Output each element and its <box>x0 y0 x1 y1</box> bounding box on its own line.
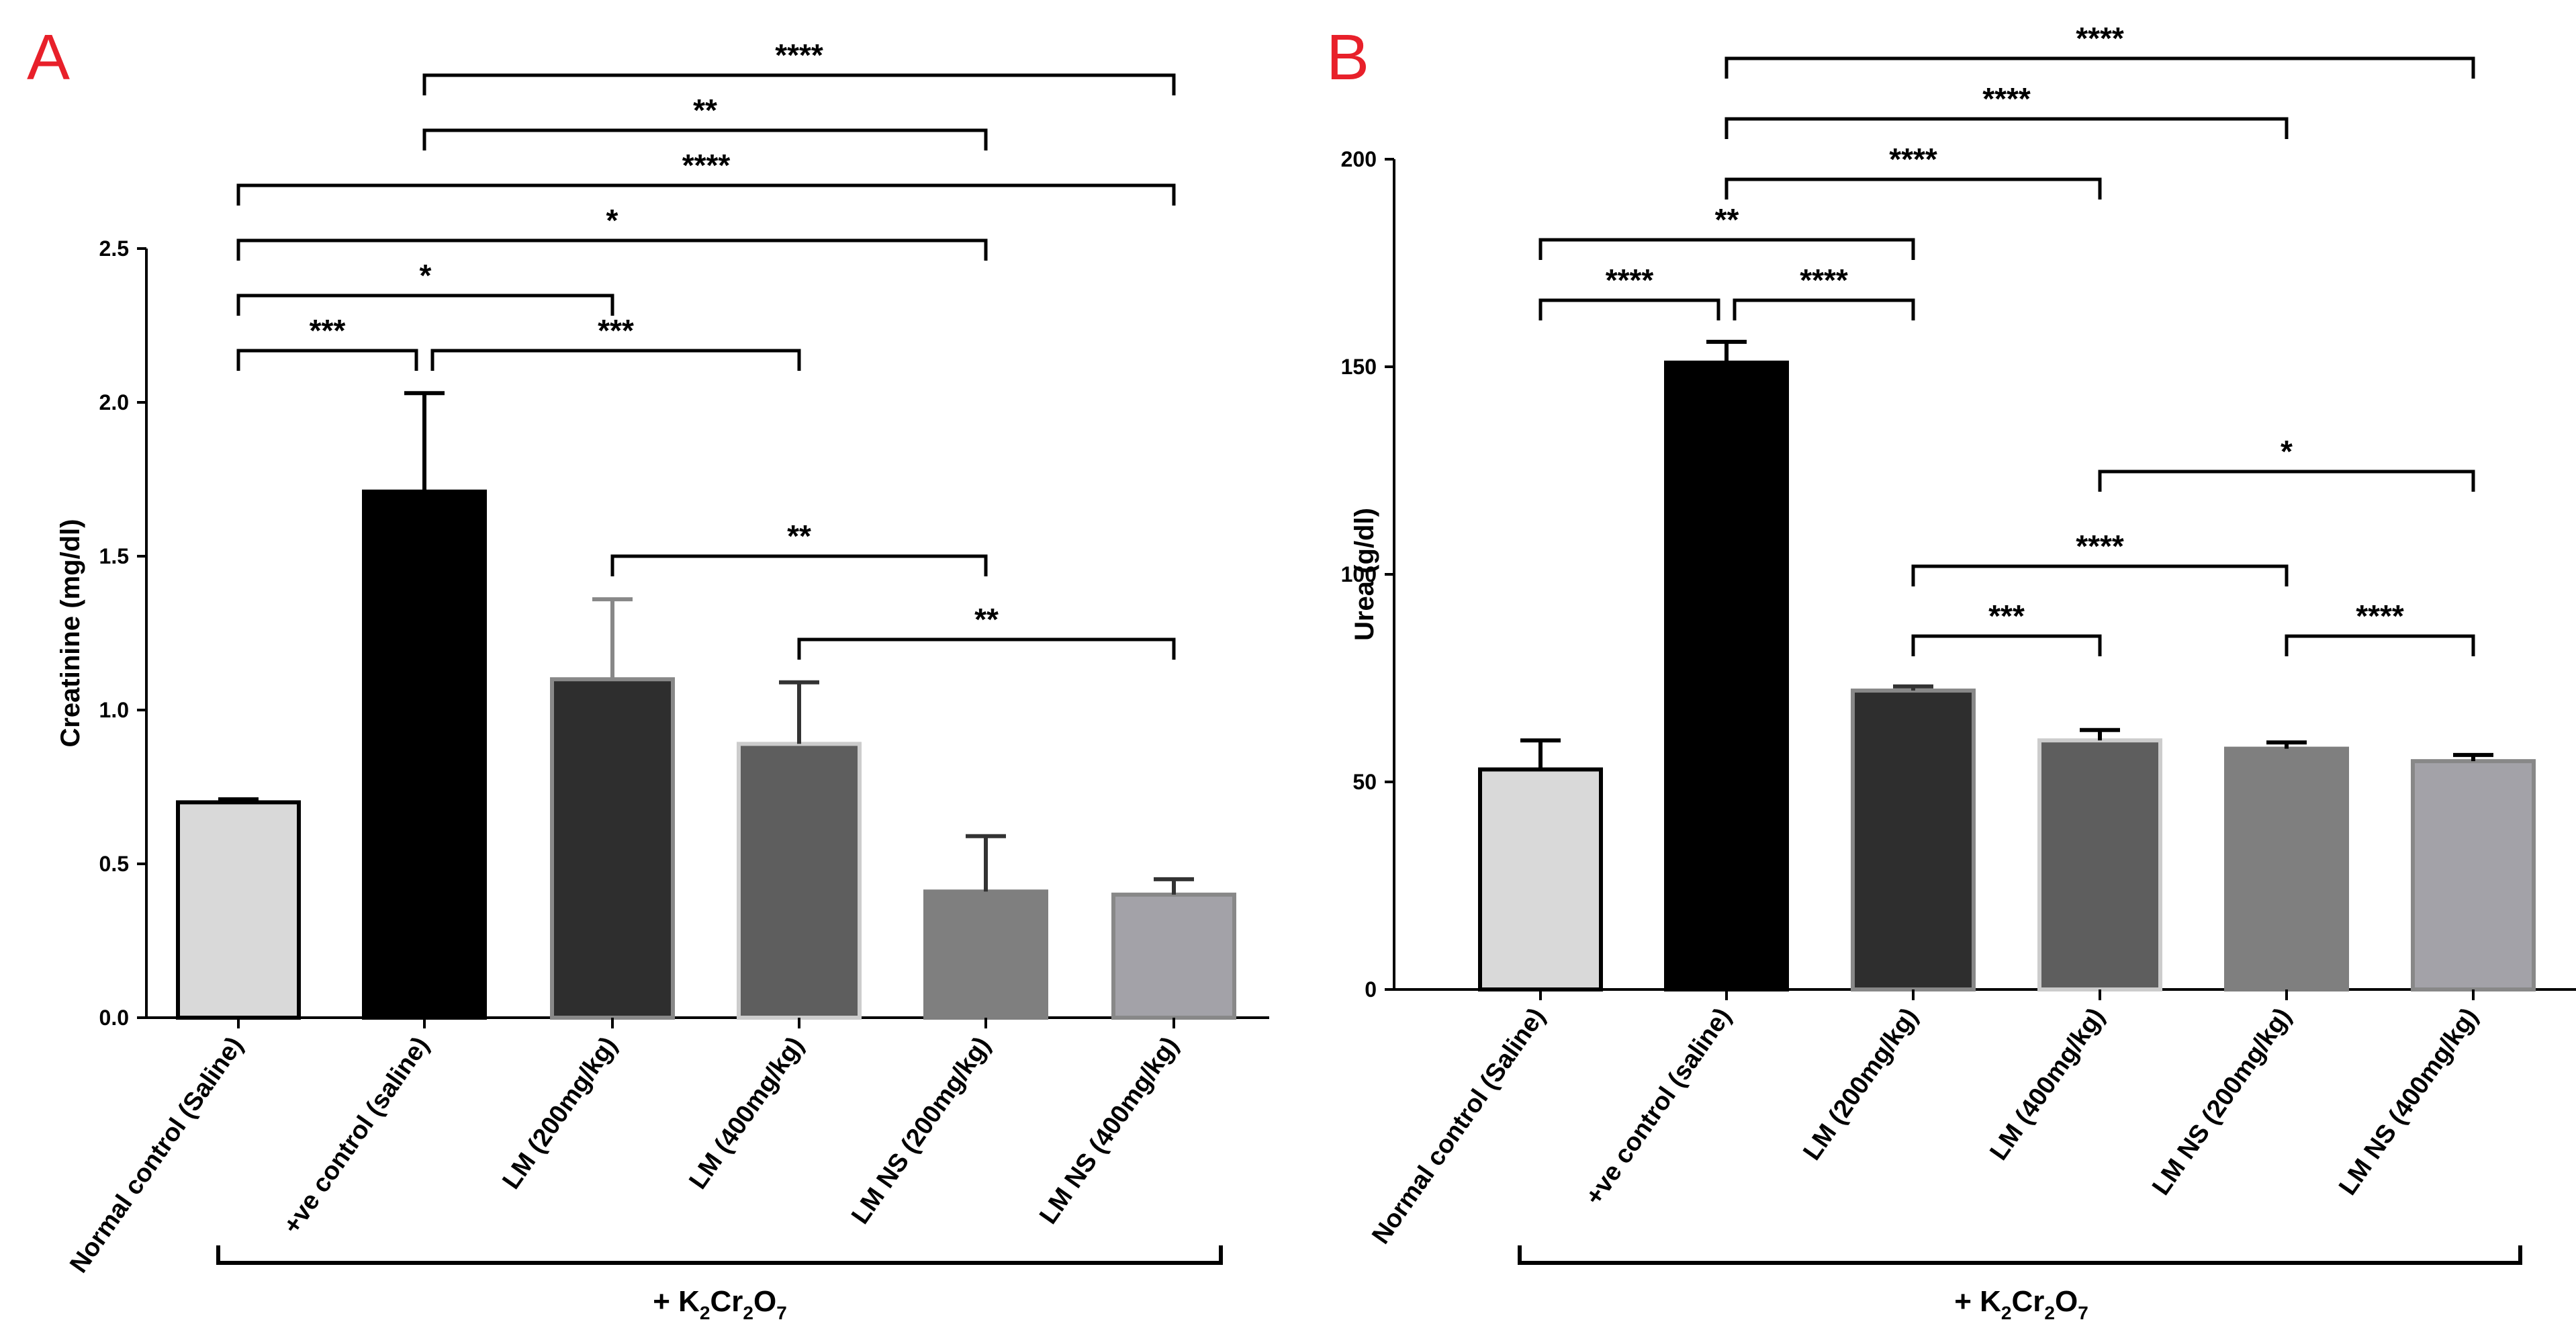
y-tick-label: 2.0 <box>99 390 129 414</box>
significance-bracket <box>236 349 418 371</box>
x-category-label: Normal control (Saline) <box>64 1032 248 1278</box>
significance-bracket <box>797 637 1176 660</box>
significance-label: **** <box>1889 142 1937 177</box>
significance-label: **** <box>2076 529 2124 564</box>
bar-1 <box>1478 767 1603 991</box>
x-category-label: LM NS (200mg/kg) <box>846 1032 996 1229</box>
formula-part: 2 <box>743 1303 753 1323</box>
y-tick-label: 0.0 <box>99 1006 129 1030</box>
formula-part: O <box>753 1285 776 1318</box>
formula-part: 7 <box>776 1303 787 1323</box>
significance-label: *** <box>1988 599 2025 633</box>
bar-5 <box>2224 746 2349 992</box>
y-tick-label: 0 <box>1365 977 1377 1002</box>
formula-part: + K <box>1954 1285 2001 1318</box>
x-category-label: LM NS (400mg/kg) <box>2334 1003 2483 1200</box>
bar-3 <box>1851 689 1976 992</box>
significance-label: **** <box>2076 21 2124 56</box>
formula-part: + K <box>653 1285 700 1318</box>
significance-bracket <box>1724 117 2289 139</box>
significance-bracket <box>1724 56 2475 79</box>
significance-label: ** <box>1715 202 1739 237</box>
treatment-group-label: + K2Cr2O7 <box>1954 1285 2088 1323</box>
treatment-group-bracket <box>216 1245 1223 1265</box>
y-tick-label: 1.5 <box>99 544 129 568</box>
significance-bracket <box>2285 634 2475 656</box>
bar-2 <box>1664 360 1789 991</box>
y-axis-title: Creatinine (mg/dl) <box>56 519 85 747</box>
x-category-label: +ve control (saline) <box>1580 1003 1737 1210</box>
significance-bracket <box>2098 470 2475 492</box>
x-category-label: LM (200mg/kg) <box>1798 1003 1923 1165</box>
significance-label: * <box>606 203 618 238</box>
x-category-label: LM NS (400mg/kg) <box>1034 1032 1184 1229</box>
bar-4 <box>2037 738 2162 991</box>
bar-2 <box>362 489 487 1020</box>
y-tick-label: 2.5 <box>99 236 129 261</box>
formula-part: Cr <box>2011 1285 2044 1318</box>
y-tick-label: 50 <box>1352 770 1377 794</box>
significance-label: * <box>2281 434 2293 469</box>
significance-bracket <box>236 183 1176 206</box>
significance-label: *** <box>310 313 346 348</box>
significance-bracket <box>1724 177 2102 200</box>
significance-label: ** <box>693 93 717 128</box>
treatment-group-bracket <box>1518 1245 2522 1265</box>
significance-label: **** <box>2356 599 2404 633</box>
significance-bracket <box>1733 298 1915 320</box>
x-category-label: LM NS (200mg/kg) <box>2147 1003 2297 1200</box>
significance-label: **** <box>775 38 823 73</box>
bar-5 <box>923 889 1048 1020</box>
y-axis-title: Urea (g/dl) <box>1350 508 1379 641</box>
significance-label: **** <box>682 148 731 183</box>
significance-bracket <box>1538 238 1915 260</box>
significance-label: ** <box>974 602 999 637</box>
significance-bracket <box>236 238 988 261</box>
formula-part: Cr <box>710 1285 743 1318</box>
significance-label: * <box>420 258 432 293</box>
significance-bracket <box>236 294 614 316</box>
significance-label: ** <box>787 519 811 554</box>
x-category-label: LM (400mg/kg) <box>1984 1003 2110 1165</box>
chart-panel-b: B 0 50 100 150 200 Urea (g/dl) Normal control (… <box>1326 21 2576 1323</box>
significance-bracket <box>422 73 1176 95</box>
formula-part: 2 <box>700 1303 710 1323</box>
significance-label: *** <box>598 313 634 348</box>
y-tick-label: 0.5 <box>99 852 129 876</box>
bar-6 <box>1111 892 1236 1020</box>
y-tick-label: 1.0 <box>99 698 129 722</box>
x-category-label: LM (400mg/kg) <box>684 1032 809 1194</box>
significance-bracket <box>610 554 988 576</box>
bar-1 <box>176 800 301 1020</box>
x-category-label: LM (200mg/kg) <box>497 1032 623 1194</box>
significance-bracket <box>430 349 801 371</box>
bar-6 <box>2411 759 2536 991</box>
formula-part: 2 <box>2001 1303 2012 1323</box>
significance-label: **** <box>1606 263 1654 298</box>
x-category-label: Normal control (Saline) <box>1367 1003 1551 1249</box>
chart-panel-a: A 0.0 0.5 1.0 1.5 2.0 2.5 Creatinine (mg/dl) Nor… <box>27 21 1269 1323</box>
y-tick-label: 100 <box>1341 562 1377 586</box>
significance-bracket <box>1911 564 2289 586</box>
significance-label: **** <box>1800 263 1848 298</box>
x-category-label: +ve control (saline) <box>278 1032 435 1239</box>
significance-bracket <box>422 128 988 150</box>
panel-letter: B <box>1326 21 1369 93</box>
panel-letter: A <box>27 21 70 93</box>
formula-part: 7 <box>2078 1303 2088 1323</box>
significance-label: **** <box>1982 81 2031 116</box>
formula-part: O <box>2055 1285 2078 1318</box>
significance-bracket <box>1911 634 2102 656</box>
y-tick-label: 150 <box>1341 355 1377 379</box>
bar-4 <box>737 742 862 1020</box>
significance-bracket <box>1538 298 1720 320</box>
treatment-group-label: + K2Cr2O7 <box>653 1285 787 1323</box>
formula-part: 2 <box>2044 1303 2055 1323</box>
y-tick-label: 200 <box>1341 147 1377 171</box>
bar-3 <box>550 677 675 1020</box>
